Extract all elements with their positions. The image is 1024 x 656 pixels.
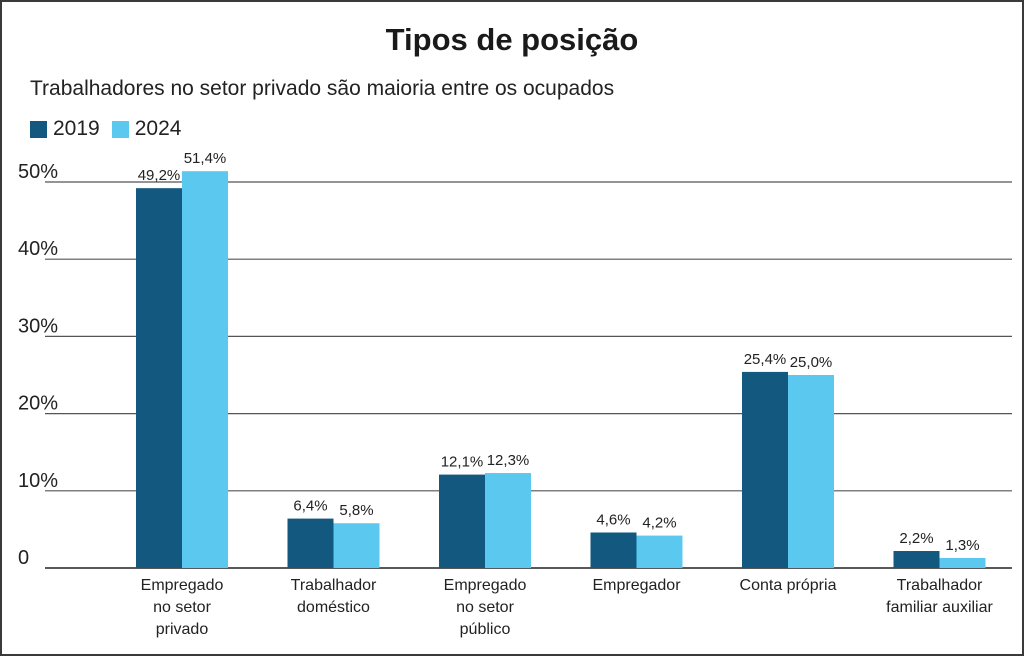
x-tick-label-5-0: Trabalhador [897,577,983,594]
x-tick-label-2-0: Empregado [444,577,527,594]
data-label-2024-0: 51,4% [184,150,227,167]
bar-2019-5 [893,551,940,568]
y-tick-label-0: 0 [18,547,29,569]
y-tick-label-5: 50% [18,161,58,183]
y-tick-label-4: 40% [18,238,58,260]
data-label-2019-2: 12,1% [441,454,484,471]
bar-2024-0 [182,171,228,568]
legend-item-2024: 2024 [111,117,182,141]
bar-2019-2 [439,474,485,568]
x-tick-label-3-0: Empregador [592,577,681,594]
x-tick-label-0-2: privado [156,621,209,638]
x-tick-label-0-0: Empregado [141,577,224,594]
data-label-2019-5: 2,2% [899,530,933,547]
x-tick-label-1-1: doméstico [297,599,370,616]
chart-title: Tipos de posição [385,22,639,57]
data-label-2024-3: 4,2% [642,515,676,532]
data-label-2024-1: 5,8% [339,502,373,519]
data-label-2019-0: 49,2% [138,167,181,184]
x-tick-label-0-1: no setor [153,599,211,616]
x-tick-label-1-0: Trabalhador [291,577,377,594]
x-tick-label-2-1: no setor [456,599,514,616]
bar-2024-5 [939,557,986,568]
bar-2019-0 [136,188,182,568]
bar-2019-3 [590,532,637,568]
legend-label-2019: 2019 [53,117,100,140]
y-tick-label-1: 10% [18,470,58,492]
y-tick-label-3: 30% [18,315,58,337]
bar-2019-1 [287,518,334,568]
data-label-2019-3: 4,6% [596,511,630,528]
legend-item-2019: 2019 [30,117,100,141]
data-label-2024-4: 25,0% [790,354,833,371]
chart-subtitle: Trabalhadores no setor privado são maior… [30,77,615,100]
y-tick-label-2: 20% [18,393,58,415]
data-label-2019-1: 6,4% [293,498,327,515]
x-tick-label-2-2: público [460,621,511,638]
legend-label-2024: 2024 [134,117,182,140]
legend-swatch-2019 [30,120,47,138]
x-tick-label-4-0: Conta própria [740,577,837,594]
data-label-2019-4: 25,4% [744,351,787,368]
bar-2019-4 [742,371,788,568]
bar-2024-3 [636,535,683,568]
legend: 2019 2024 [30,117,193,141]
bar-2024-1 [333,523,380,568]
bar-2024-2 [485,473,531,568]
bar-2024-4 [788,375,834,568]
data-label-2024-5: 1,3% [945,537,979,554]
legend-swatch-2024 [111,120,129,138]
data-label-2024-2: 12,3% [487,452,530,469]
x-tick-label-5-1: familiar auxiliar [886,599,993,616]
